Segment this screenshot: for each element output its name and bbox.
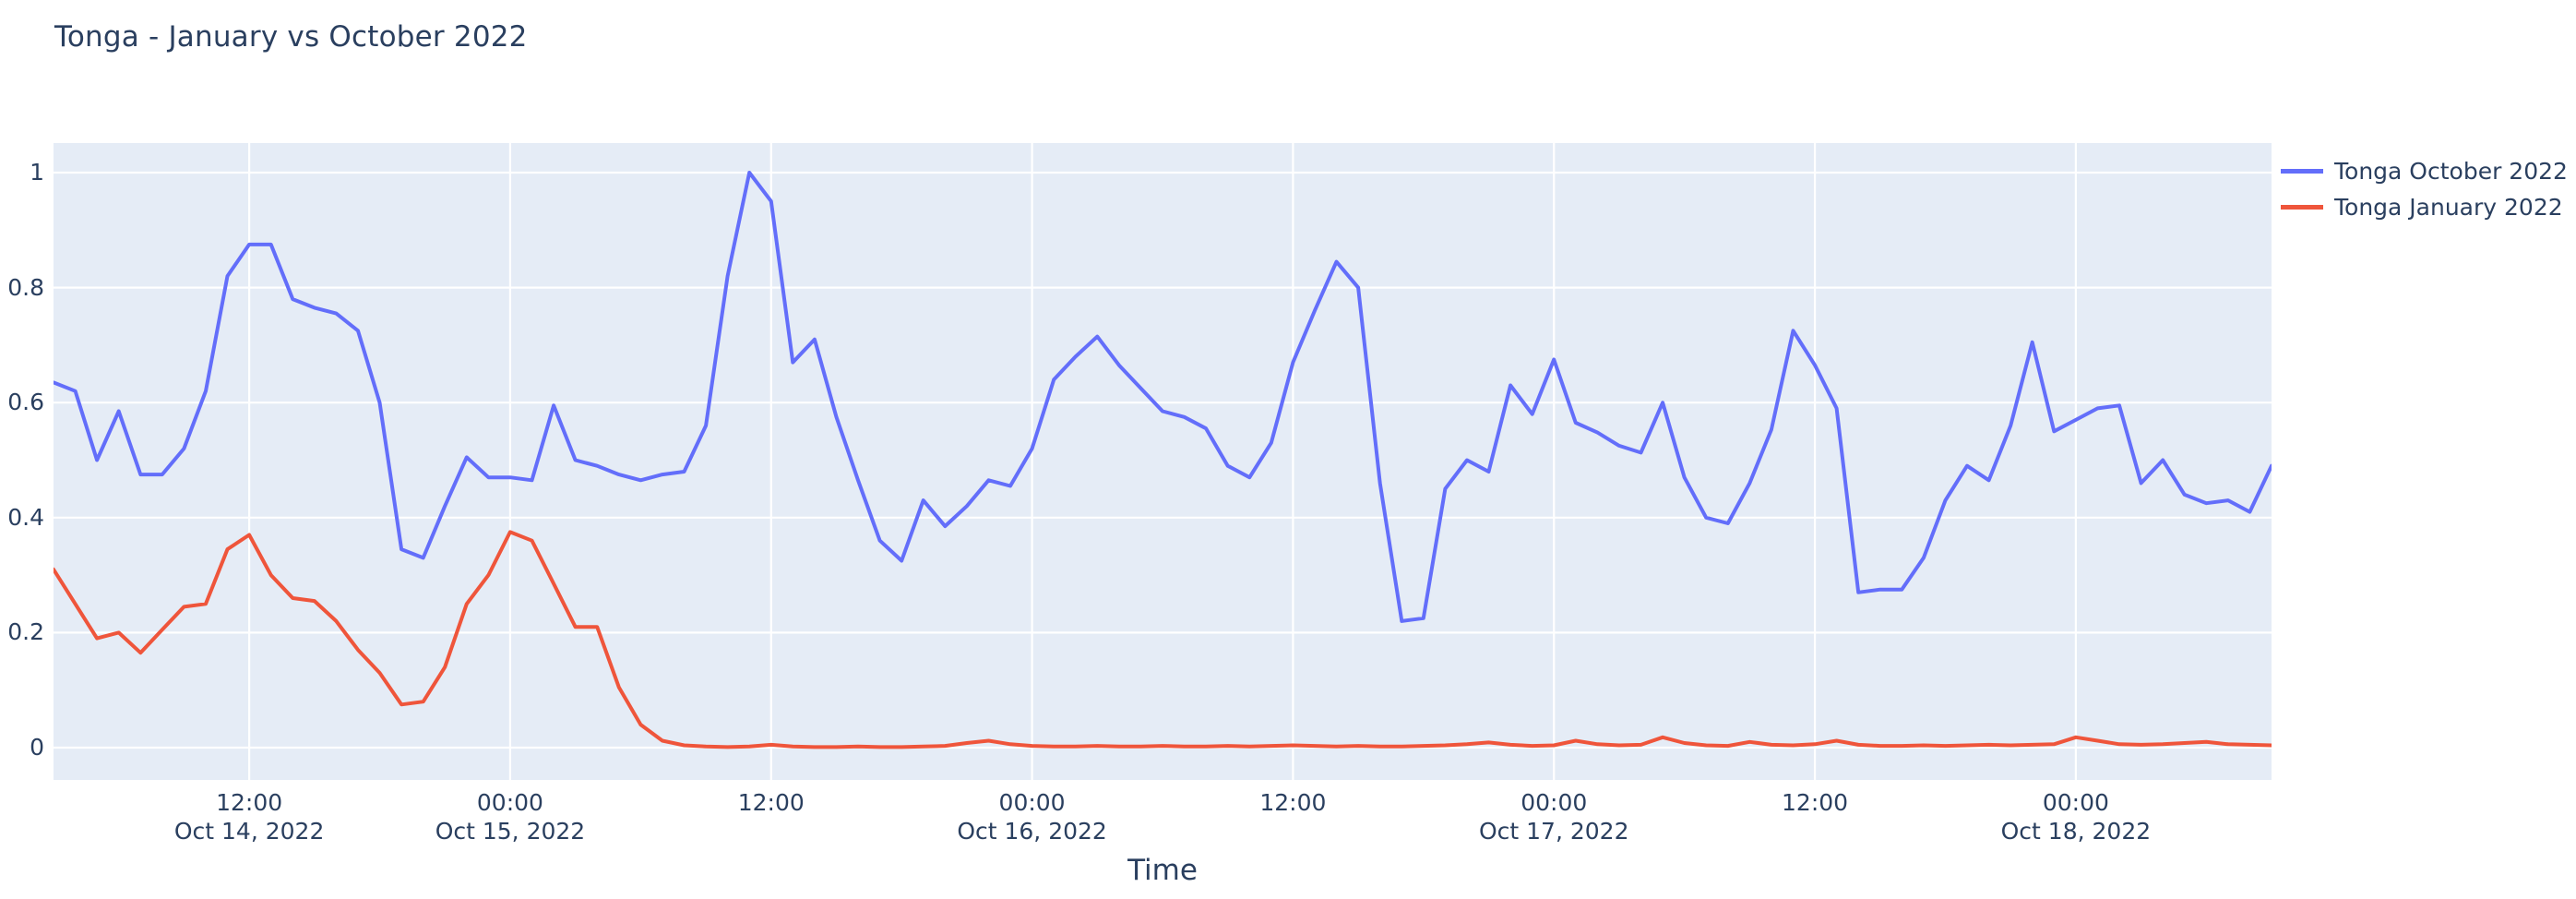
legend-item-label: Tonga January 2022 <box>2334 194 2563 221</box>
y-tick-label: 1 <box>30 159 44 186</box>
x-tick-date: Oct 18, 2022 <box>2000 818 2152 845</box>
y-tick-label: 0.6 <box>7 389 44 416</box>
chart-title: Tonga - January vs October 2022 <box>54 20 528 54</box>
y-tick-label: 0 <box>30 734 44 761</box>
legend-item-tonga-january-2022[interactable]: Tonga January 2022 <box>2281 189 2568 225</box>
plot-area[interactable] <box>54 143 2272 780</box>
x-tick-label: 00:00 Oct 18, 2022 <box>1974 788 2177 845</box>
chart-canvas <box>54 143 2272 780</box>
x-tick-time: 00:00 <box>998 789 1066 816</box>
y-tick-label: 0.2 <box>7 618 44 646</box>
x-tick-label: 12:00 <box>670 788 873 817</box>
y-tick-label: 0.4 <box>7 503 44 531</box>
y-tick-label: 0.8 <box>7 273 44 301</box>
legend-item-label: Tonga October 2022 <box>2334 158 2568 185</box>
x-tick-time: 00:00 <box>2042 789 2109 816</box>
x-tick-label: 12:00 Oct 14, 2022 <box>148 788 351 845</box>
x-tick-date: Oct 14, 2022 <box>173 818 325 845</box>
x-tick-label: 00:00 Oct 17, 2022 <box>1452 788 1655 845</box>
x-tick-date: Oct 17, 2022 <box>1478 818 1629 845</box>
legend-line-swatch-january-icon <box>2281 205 2323 210</box>
x-tick-label: 12:00 <box>1191 788 1394 817</box>
legend: Tonga October 2022 Tonga January 2022 <box>2281 153 2568 225</box>
x-tick-time: 00:00 <box>1521 789 1588 816</box>
x-tick-date: Oct 16, 2022 <box>957 818 1107 845</box>
x-tick-label: 12:00 <box>1713 788 1916 817</box>
x-tick-time: 12:00 <box>1259 789 1327 816</box>
x-tick-time: 00:00 <box>476 789 543 816</box>
x-axis-title: Time <box>1127 854 1198 887</box>
plot-background <box>54 143 2272 780</box>
x-tick-time: 12:00 <box>737 789 805 816</box>
series-line-tonga-january-2022[interactable] <box>54 530 2272 749</box>
legend-item-tonga-october-2022[interactable]: Tonga October 2022 <box>2281 153 2568 189</box>
x-tick-label: 00:00 Oct 16, 2022 <box>931 788 1134 845</box>
series-line-tonga-october-2022[interactable] <box>54 171 2272 623</box>
x-tick-time: 12:00 <box>1782 789 1849 816</box>
x-tick-date: Oct 15, 2022 <box>435 818 586 845</box>
x-tick-time: 12:00 <box>216 789 283 816</box>
x-tick-label: 00:00 Oct 15, 2022 <box>409 788 612 845</box>
legend-line-swatch-october-icon <box>2281 169 2323 174</box>
